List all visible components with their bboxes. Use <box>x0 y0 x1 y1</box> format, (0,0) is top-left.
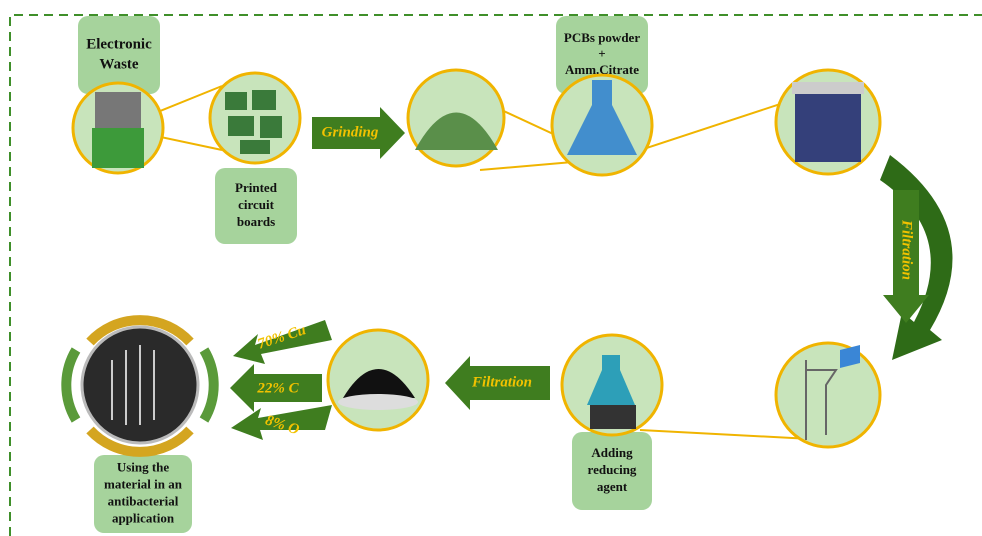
node-label: Waste <box>99 56 139 72</box>
furnace-top <box>792 82 864 94</box>
hotplate <box>590 405 636 429</box>
composition-label: 22% C <box>256 380 299 396</box>
node-label: PCBs powder <box>564 30 640 45</box>
diagram: Grinding Filtration Filtration 70% Cu 22… <box>0 0 982 536</box>
node-label: Electronic <box>86 36 152 52</box>
node-label: application <box>112 510 175 525</box>
node-label: Adding <box>591 445 633 460</box>
green-arc <box>204 350 214 420</box>
electronics <box>95 92 141 128</box>
node-label: Amm.Citrate <box>565 62 639 77</box>
node-label: + <box>598 46 605 61</box>
node-label: antibacterial <box>108 493 179 508</box>
node-label: circuit <box>238 197 275 212</box>
node-label: material in an <box>104 476 183 491</box>
bin <box>92 128 144 168</box>
filtration-image <box>776 343 880 447</box>
green-arc <box>66 350 76 420</box>
furnace <box>795 92 861 162</box>
arrow-label: Filtration <box>899 219 915 280</box>
node-label: reducing <box>588 462 637 477</box>
node-label: boards <box>237 214 275 229</box>
arrow-label: Grinding <box>322 124 379 140</box>
dish <box>338 394 418 410</box>
node-label: Printed <box>235 180 278 195</box>
node-label: agent <box>597 479 628 494</box>
arrow-label: Filtration <box>471 374 532 390</box>
node-label: Using the <box>117 459 170 474</box>
